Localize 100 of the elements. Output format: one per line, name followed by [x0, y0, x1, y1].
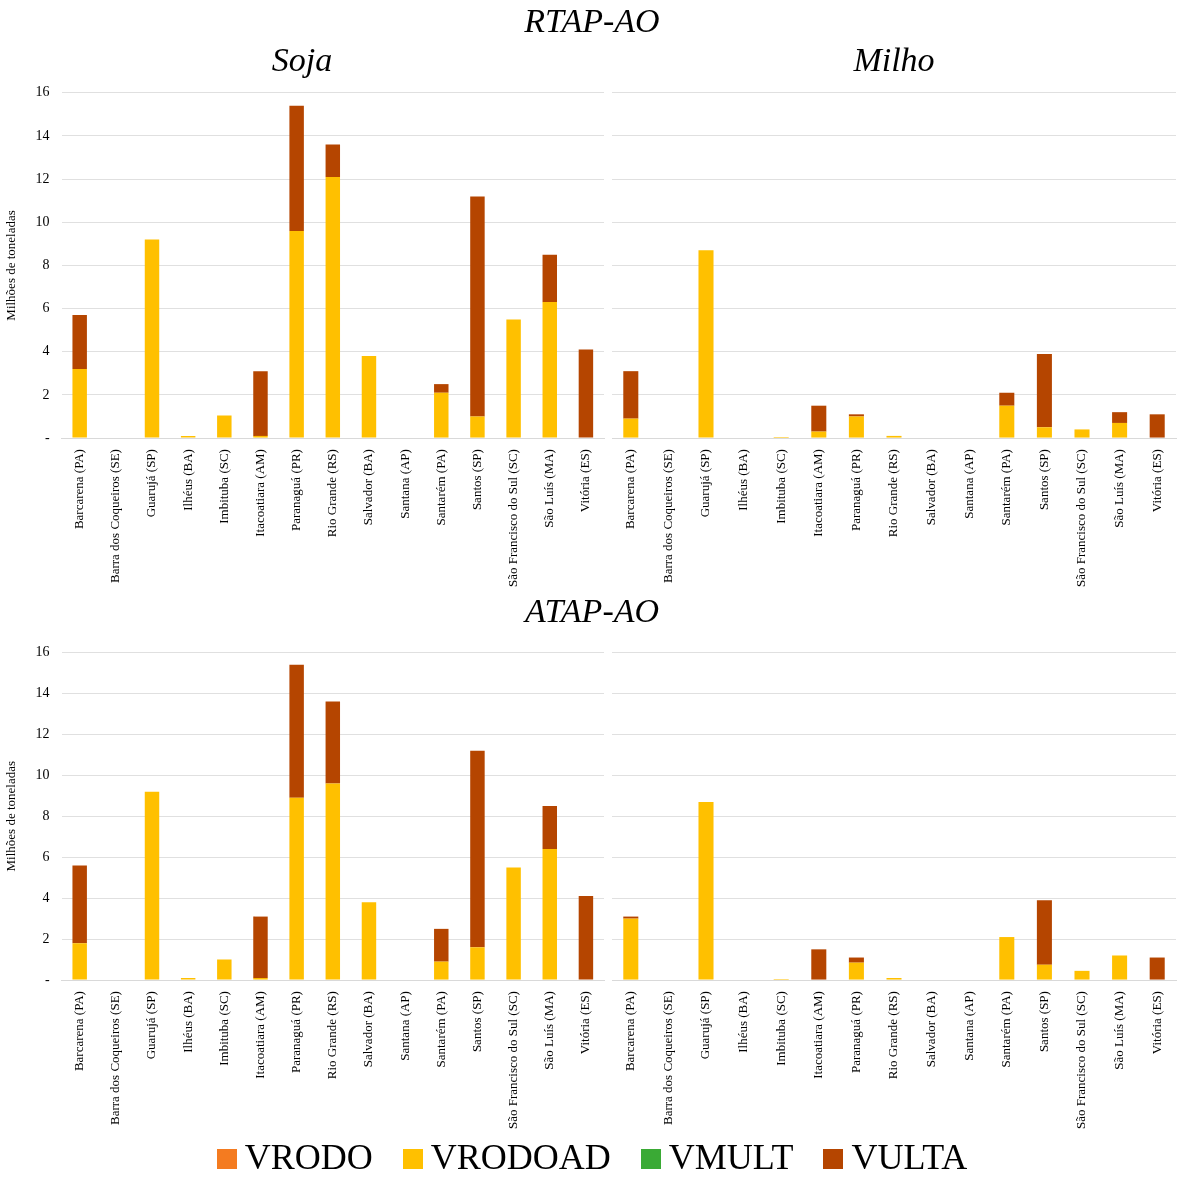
x-tick-label: Guarujá (SP) — [143, 991, 159, 1060]
x-tick-label: São Francisco do Sul (SC) — [505, 449, 521, 588]
bar — [623, 371, 639, 419]
bar — [144, 791, 160, 980]
bar — [848, 957, 864, 963]
bar — [1112, 955, 1128, 980]
bar — [698, 250, 714, 438]
bar — [542, 849, 557, 980]
bar — [1074, 970, 1090, 980]
x-tick-label: Paranaguá (PR) — [847, 449, 863, 532]
bar — [470, 947, 485, 980]
y-tick-label: 4 — [42, 889, 50, 905]
bar — [578, 349, 594, 438]
x-tick-label: São Francisco do Sul (SC) — [1073, 991, 1089, 1130]
bar — [1149, 414, 1165, 438]
x-tick-label: Santarém (PA) — [432, 449, 448, 526]
bar — [999, 937, 1015, 980]
x-tick-label: Guarujá (SP) — [697, 991, 713, 1060]
bar — [1036, 964, 1052, 980]
x-tick-label: Santos (SP) — [468, 449, 484, 511]
legend-label: VULTA — [850, 1136, 968, 1178]
bar — [361, 356, 377, 438]
bar — [217, 959, 232, 980]
x-tick-label: Barra dos Coqueiros (SE) — [107, 991, 123, 1126]
bar — [848, 416, 864, 438]
x-tick-label: Barcarena (PA) — [622, 991, 638, 1072]
bar — [1036, 427, 1052, 438]
bar — [811, 431, 827, 438]
x-tick-label: Santos (SP) — [468, 991, 484, 1053]
y-axis-title: Milhões de toneladas — [3, 210, 19, 321]
x-tick-label: Rio Grande (RS) — [324, 449, 340, 538]
x-tick-label: Santarém (PA) — [432, 991, 448, 1068]
y-tick-label: 2 — [42, 386, 50, 402]
y-tick-label: 4 — [42, 343, 50, 359]
text: ATAP-AO — [522, 591, 661, 631]
x-tick-label: São Francisco do Sul (SC) — [505, 991, 521, 1130]
y-tick-label: 6 — [42, 848, 50, 864]
x-tick-label: Paranaguá (PR) — [288, 449, 304, 532]
x-tick-label: Santos (SP) — [1035, 991, 1051, 1053]
y-tick-label: - — [44, 971, 50, 987]
bar — [542, 805, 557, 849]
bar — [289, 797, 304, 980]
bar — [848, 962, 864, 980]
bar — [623, 918, 639, 980]
y-tick-label: 14 — [35, 685, 50, 701]
bar — [325, 144, 341, 177]
bar — [506, 319, 521, 438]
x-tick-label: Santarém (PA) — [998, 449, 1014, 526]
x-tick-label: Vitória (ES) — [577, 991, 593, 1055]
bar — [434, 928, 449, 962]
bar — [542, 302, 557, 438]
bar — [623, 916, 639, 919]
x-tick-label: Itacoatiara (AM) — [251, 991, 267, 1079]
bar — [1112, 422, 1128, 438]
x-tick-label: Rio Grande (RS) — [324, 991, 340, 1080]
x-tick-label: São Luís (MA) — [1111, 449, 1127, 528]
x-tick-label: Salvador (BA) — [923, 449, 939, 526]
x-tick-label: Santana (AP) — [396, 991, 412, 1061]
y-tick-label: 8 — [42, 257, 50, 273]
y-tick-label: 2 — [42, 930, 50, 946]
bar — [361, 902, 377, 980]
y-tick-label: 10 — [35, 213, 50, 229]
x-tick-label: Santana (AP) — [960, 991, 976, 1061]
x-tick-label: Barcarena (PA) — [622, 449, 638, 530]
bar — [72, 943, 87, 980]
bar — [470, 196, 485, 417]
bar — [72, 315, 87, 370]
legend-label: VRODOAD — [429, 1136, 611, 1178]
x-tick-label: Paranaguá (PR) — [288, 991, 304, 1074]
x-tick-label: Barcarena (PA) — [71, 991, 87, 1072]
y-tick-label: 8 — [42, 807, 50, 823]
x-tick-label: Ilhéus (BA) — [179, 449, 195, 511]
x-tick-label: São Luís (MA) — [541, 991, 557, 1070]
bar — [470, 750, 485, 948]
x-tick-label: Barcarena (PA) — [71, 449, 87, 530]
bar — [811, 949, 827, 980]
y-tick-label: 16 — [35, 84, 50, 100]
legend-label: VRODO — [243, 1136, 373, 1178]
bar — [1149, 957, 1165, 980]
x-tick-label: Imbituba (SC) — [772, 991, 788, 1066]
x-tick-label: Santana (AP) — [960, 449, 976, 519]
x-tick-label: Imbituba (SC) — [772, 449, 788, 524]
y-tick-label: 10 — [35, 766, 50, 782]
x-tick-label: Vitória (ES) — [577, 449, 593, 513]
y-tick-label: - — [44, 429, 50, 445]
x-tick-label: Santarém (PA) — [998, 991, 1014, 1068]
bar — [144, 239, 160, 438]
bar — [999, 392, 1015, 406]
bar — [506, 867, 521, 980]
y-tick-label: 12 — [35, 725, 50, 741]
bar — [434, 961, 449, 980]
bar — [325, 783, 341, 980]
x-tick-label: Itacoatiara (AM) — [810, 449, 826, 537]
x-tick-label: Barra dos Coqueiros (SE) — [107, 449, 123, 584]
x-tick-label: Santos (SP) — [1035, 449, 1051, 511]
x-tick-label: Salvador (BA) — [923, 991, 939, 1068]
bar — [434, 384, 449, 393]
bar — [325, 176, 341, 438]
x-tick-label: Ilhéus (BA) — [735, 449, 751, 511]
x-tick-label: Salvador (BA) — [360, 449, 376, 526]
